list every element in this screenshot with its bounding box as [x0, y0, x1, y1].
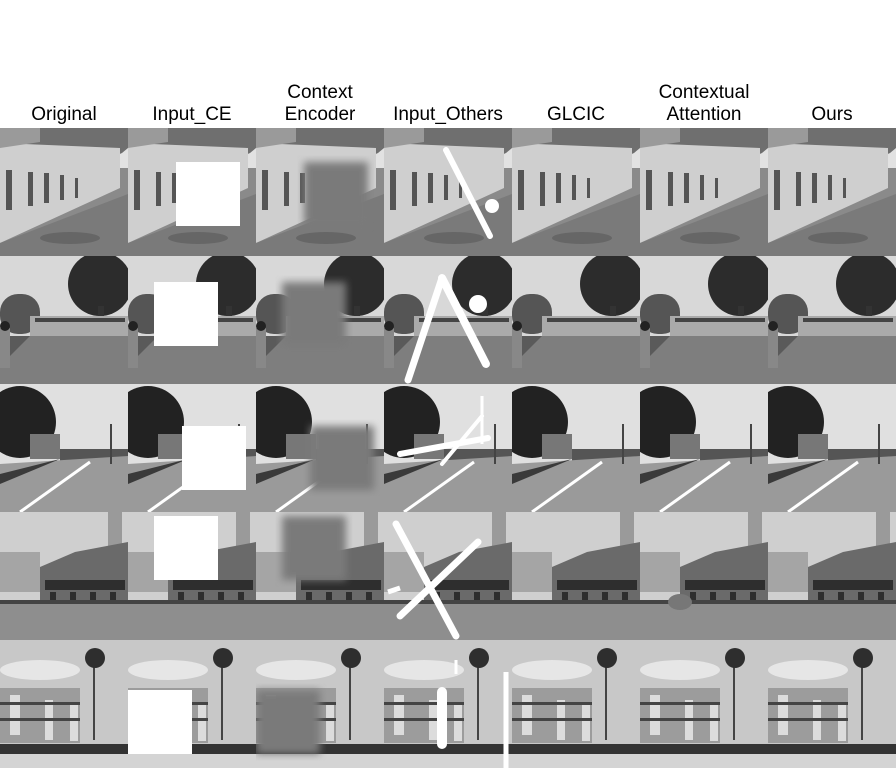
column-header-input-ce: Input_CE: [152, 104, 232, 125]
image-context-encoder-row-3: [256, 384, 384, 512]
image-original-row-4: [0, 512, 128, 640]
image-input-others-row-2: [384, 256, 512, 384]
image-input-ce-row-5: [128, 640, 256, 768]
image-input-others-row-4: [384, 512, 512, 640]
image-ours-row-3: [768, 384, 896, 512]
image-input-others-row-5: [384, 640, 512, 768]
image-original-row-2: [0, 256, 128, 384]
image-original-row-1: [0, 128, 128, 256]
image-original-row-3: [0, 384, 128, 512]
column-header-context-encoder: Context Encoder: [284, 82, 356, 125]
column-header-original: Original: [31, 104, 97, 125]
image-context-encoder-row-2: [256, 256, 384, 384]
image-ours-row-2: [768, 256, 896, 384]
column-header-ours: Ours: [811, 104, 853, 125]
image-input-others-row-1: [384, 128, 512, 256]
column-header-contextual-attention: Contextual Attention: [658, 82, 750, 125]
image-context-encoder-row-5: [256, 640, 384, 768]
image-input-ce-row-3: [128, 384, 256, 512]
image-glcic-row-2: [512, 256, 640, 384]
image-glcic-row-5: [512, 640, 640, 768]
image-contextual-attention-row-2: [640, 256, 768, 384]
image-glcic-row-3: [512, 384, 640, 512]
image-context-encoder-row-4: [256, 512, 384, 640]
image-contextual-attention-row-4: [640, 512, 768, 640]
image-ours-row-4: [768, 512, 896, 640]
image-context-encoder-row-1: [256, 128, 384, 256]
image-grid: [0, 128, 896, 768]
column-header-glcic: GLCIC: [546, 104, 606, 125]
image-ours-row-1: [768, 128, 896, 256]
image-original-row-5: [0, 640, 128, 768]
image-contextual-attention-row-1: [640, 128, 768, 256]
image-contextual-attention-row-3: [640, 384, 768, 512]
image-input-ce-row-1: [128, 128, 256, 256]
image-contextual-attention-row-5: [640, 640, 768, 768]
image-ours-row-5: [768, 640, 896, 768]
image-glcic-row-1: [512, 128, 640, 256]
image-input-ce-row-2: [128, 256, 256, 384]
image-input-others-row-3: [384, 384, 512, 512]
image-input-ce-row-4: [128, 512, 256, 640]
column-header-input-others: Input_Others: [393, 104, 503, 125]
image-glcic-row-4: [512, 512, 640, 640]
